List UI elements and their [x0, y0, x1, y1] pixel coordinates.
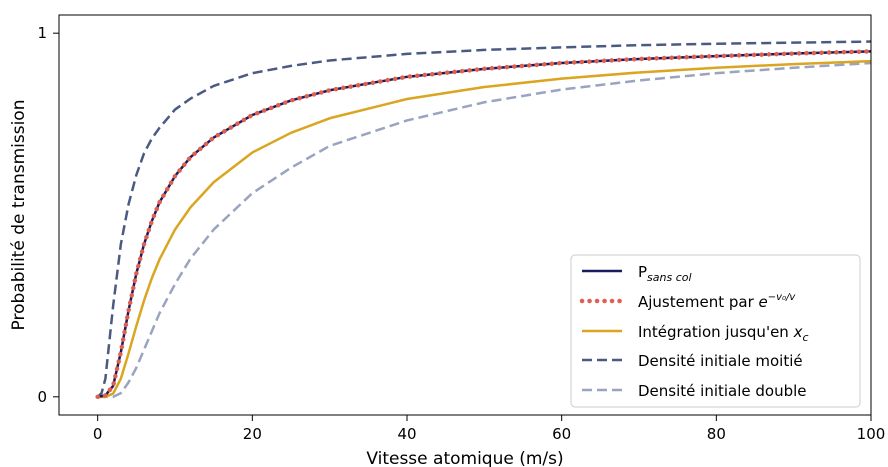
- series-line-1: [95, 49, 874, 400]
- legend-entry-densite-moitie: Densité initiale moitié: [638, 352, 803, 370]
- x-tick-label: 40: [397, 425, 416, 443]
- series-line-2: [97, 59, 872, 399]
- y-axis: 01: [37, 24, 59, 406]
- series-line-3: [96, 40, 872, 398]
- legend-entry-integration: Intégration jusqu'en xc: [638, 323, 809, 344]
- legend-box: [570, 254, 861, 408]
- y-axis-label: Probabilité de transmission: [9, 100, 29, 331]
- legend: Psans col Ajustement par e−v₀/v Intégrat…: [570, 254, 861, 408]
- plot-frame: [58, 14, 872, 416]
- x-axis: 0 20 40 60 80 100: [93, 415, 885, 443]
- y-tick-label: 0: [37, 388, 47, 406]
- series-layer: [95, 40, 874, 400]
- x-tick-label: 80: [707, 425, 726, 443]
- legend-entry-p-sans-col: Psans col: [638, 263, 692, 284]
- x-tick-label: 60: [552, 425, 571, 443]
- y-tick-label: 1: [37, 24, 47, 42]
- x-tick-label: 0: [93, 425, 103, 443]
- series-line-4: [97, 61, 872, 399]
- legend-entry-ajustement: Ajustement par e−v₀/v: [638, 292, 796, 311]
- x-tick-label: 20: [243, 425, 262, 443]
- legend-entry-densite-double: Densité initiale double: [638, 382, 807, 400]
- x-tick-label: 100: [857, 425, 886, 443]
- x-axis-label: Vitesse atomique (m/s): [366, 449, 563, 467]
